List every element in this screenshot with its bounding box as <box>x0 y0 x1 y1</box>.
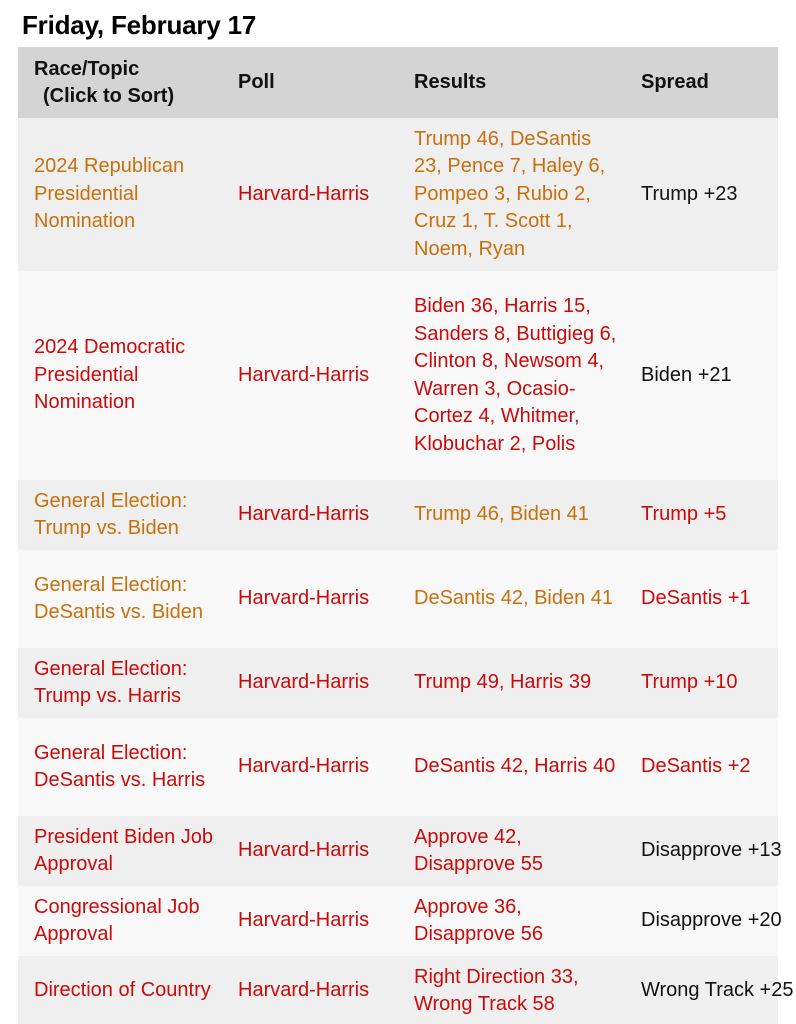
race-cell[interactable]: General Election: Trump vs. Biden <box>18 480 222 550</box>
poll-cell[interactable]: Harvard-Harris <box>222 550 398 648</box>
race-cell[interactable]: Congressional Job Approval <box>18 886 222 956</box>
spread-cell: Trump +10 <box>625 648 778 718</box>
spread-cell: Disapprove +20 <box>625 886 782 956</box>
race-cell[interactable]: Direction of Country <box>18 956 222 1024</box>
spread-cell: Wrong Track +25 <box>625 956 793 1024</box>
race-cell[interactable]: General Election: DeSantis vs. Biden <box>18 550 222 648</box>
poll-link[interactable]: Harvard-Harris <box>238 182 370 205</box>
poll-link[interactable]: Harvard-Harris <box>238 979 370 1002</box>
header-row: Race/Topic (Click to Sort) Poll Results … <box>18 47 778 118</box>
results-cell[interactable]: DeSantis 42, Harris 40 <box>398 718 625 816</box>
table-row: General Election: DeSantis vs. Harris Ha… <box>18 718 778 816</box>
race-cell[interactable]: 2024 Republican Presidential Nomination <box>18 118 222 271</box>
table-row: 2024 Democratic Presidential Nomination … <box>18 271 778 480</box>
race-link[interactable]: President Biden Job Approval <box>34 825 214 876</box>
table-row: General Election: Trump vs. Biden Harvar… <box>18 480 778 550</box>
spread-value: DeSantis +2 <box>641 755 751 778</box>
poll-cell[interactable]: Harvard-Harris <box>222 886 398 956</box>
race-link[interactable]: General Election: DeSantis vs. Biden <box>34 573 203 624</box>
poll-cell[interactable]: Harvard-Harris <box>222 480 398 550</box>
poll-cell[interactable]: Harvard-Harris <box>222 118 398 271</box>
results-link[interactable]: Trump 46, DeSantis 23, Pence 7, Haley 6,… <box>414 127 606 260</box>
polls-table: Race/Topic (Click to Sort) Poll Results … <box>18 47 793 1024</box>
date-heading: Friday, February 17 <box>22 10 257 40</box>
race-topic-header-label: Race/Topic <box>34 57 140 80</box>
table-row: Direction of Country Harvard-Harris Righ… <box>18 956 793 1024</box>
poll-cell[interactable]: Harvard-Harris <box>222 956 398 1024</box>
race-link[interactable]: General Election: DeSantis vs. Harris <box>34 741 206 792</box>
spread-cell: Biden +21 <box>625 271 778 480</box>
results-header[interactable]: Results <box>398 47 625 118</box>
poll-link[interactable]: Harvard-Harris <box>238 839 370 862</box>
poll-link[interactable]: Harvard-Harris <box>238 503 370 526</box>
results-link[interactable]: DeSantis 42, Biden 41 <box>414 587 614 610</box>
race-link[interactable]: General Election: Trump vs. Harris <box>34 657 188 708</box>
results-link[interactable]: Trump 46, Biden 41 <box>414 503 589 526</box>
poll-cell[interactable]: Harvard-Harris <box>222 816 398 886</box>
poll-link[interactable]: Harvard-Harris <box>238 587 370 610</box>
table-row: President Biden Job Approval Harvard-Har… <box>18 816 782 886</box>
race-link[interactable]: Congressional Job Approval <box>34 895 200 946</box>
results-cell[interactable]: Biden 36, Harris 15, Sanders 8, Buttigie… <box>398 271 625 480</box>
poll-cell[interactable]: Harvard-Harris <box>222 648 398 718</box>
poll-link[interactable]: Harvard-Harris <box>238 671 370 694</box>
results-link[interactable]: Approve 42, Disapprove 55 <box>414 825 543 876</box>
results-cell[interactable]: Approve 36, Disapprove 56 <box>398 886 625 956</box>
race-topic-header[interactable]: Race/Topic (Click to Sort) <box>18 47 222 118</box>
results-link[interactable]: Biden 36, Harris 15, Sanders 8, Buttigie… <box>414 295 617 455</box>
results-cell[interactable]: Trump 49, Harris 39 <box>398 648 625 718</box>
results-link[interactable]: Trump 49, Harris 39 <box>414 671 592 694</box>
results-link[interactable]: Right Direction 33, Wrong Track 58 <box>414 965 579 1016</box>
poll-link[interactable]: Harvard-Harris <box>238 909 370 932</box>
spread-cell: Trump +5 <box>625 480 778 550</box>
race-link[interactable]: Direction of Country <box>34 979 211 1002</box>
poll-header[interactable]: Poll <box>222 47 398 118</box>
spread-value: Trump +5 <box>641 503 727 526</box>
results-link[interactable]: DeSantis 42, Harris 40 <box>414 755 616 778</box>
race-link[interactable]: General Election: Trump vs. Biden <box>34 489 188 540</box>
table-row: Congressional Job Approval Harvard-Harri… <box>18 886 782 956</box>
spread-cell: DeSantis +1 <box>625 550 778 648</box>
spread-value: DeSantis +1 <box>641 587 751 610</box>
results-cell[interactable]: DeSantis 42, Biden 41 <box>398 550 625 648</box>
spread-value: Disapprove +20 <box>641 909 782 932</box>
results-cell[interactable]: Approve 42, Disapprove 55 <box>398 816 625 886</box>
race-cell[interactable]: General Election: DeSantis vs. Harris <box>18 718 222 816</box>
spread-header[interactable]: Spread <box>625 47 778 118</box>
spread-value: Trump +23 <box>641 182 738 205</box>
spread-cell: DeSantis +2 <box>625 718 778 816</box>
poll-link[interactable]: Harvard-Harris <box>238 755 370 778</box>
spread-value: Disapprove +13 <box>641 839 782 862</box>
poll-cell[interactable]: Harvard-Harris <box>222 271 398 480</box>
poll-cell[interactable]: Harvard-Harris <box>222 718 398 816</box>
race-cell[interactable]: President Biden Job Approval <box>18 816 222 886</box>
race-cell[interactable]: 2024 Democratic Presidential Nomination <box>18 271 222 480</box>
results-cell[interactable]: Right Direction 33, Wrong Track 58 <box>398 956 625 1024</box>
spread-value: Trump +10 <box>641 671 738 694</box>
spread-cell: Trump +23 <box>625 118 778 271</box>
race-cell[interactable]: General Election: Trump vs. Harris <box>18 648 222 718</box>
race-link[interactable]: 2024 Democratic Presidential Nomination <box>34 336 186 414</box>
spread-value: Biden +21 <box>641 363 732 386</box>
race-link[interactable]: 2024 Republican Presidential Nomination <box>34 155 185 233</box>
spread-value: Wrong Track +25 <box>641 979 794 1002</box>
spread-cell: Disapprove +13 <box>625 816 782 886</box>
click-to-sort-label: (Click to Sort) <box>43 84 175 107</box>
table-row: General Election: Trump vs. Harris Harva… <box>18 648 778 718</box>
table-row: 2024 Republican Presidential Nomination … <box>18 118 778 271</box>
table-row: General Election: DeSantis vs. Biden Har… <box>18 550 778 648</box>
results-cell[interactable]: Trump 46, DeSantis 23, Pence 7, Haley 6,… <box>398 118 625 271</box>
results-link[interactable]: Approve 36, Disapprove 56 <box>414 895 543 946</box>
poll-link[interactable]: Harvard-Harris <box>238 363 370 386</box>
results-cell[interactable]: Trump 46, Biden 41 <box>398 480 625 550</box>
